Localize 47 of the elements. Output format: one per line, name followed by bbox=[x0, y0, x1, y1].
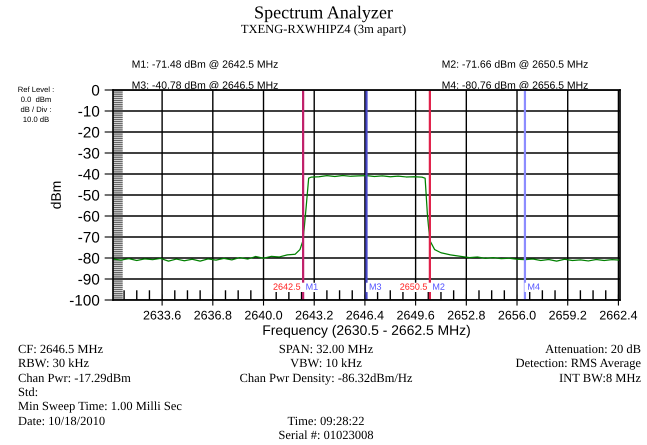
y-tick-label: -90 bbox=[78, 274, 100, 285]
ref-line-label: M3 bbox=[370, 283, 382, 290]
x-tick-label: 2662.4 bbox=[600, 310, 638, 320]
text: Date: 10/18/2010 bbox=[18, 416, 105, 426]
ref-line-label: M2 bbox=[433, 283, 444, 290]
chart-subtitle: TXENG-RXWHIPZ4 (3m apart) bbox=[241, 24, 406, 36]
text: Detection: RMS Average bbox=[516, 358, 641, 370]
text: RBW: 30 kHz bbox=[18, 358, 89, 368]
x-axis-title: Frequency (2630.5 - 2662.5 MHz) bbox=[263, 324, 470, 338]
ref-line-label: M1 bbox=[306, 284, 318, 290]
x-tick-label: 2652.8 bbox=[448, 310, 485, 320]
y-tick-label: -60 bbox=[78, 210, 100, 222]
text: INT BW:8 MHz bbox=[560, 374, 641, 382]
text: Min Sweep Time: 1.00 Milli Sec bbox=[18, 401, 182, 413]
text: Std: bbox=[18, 387, 38, 396]
text: VBW: 10 kHz bbox=[290, 358, 362, 368]
text: M1: -71.48 dBm @ 2642.5 MHz bbox=[132, 60, 278, 70]
text: Attenuation: 20 dB bbox=[545, 344, 640, 354]
x-tick-label: 2633.6 bbox=[144, 310, 181, 320]
x-tick-label: 2659.2 bbox=[549, 310, 586, 320]
x-tick-label: 2646.4 bbox=[346, 310, 384, 320]
x-tick-label: 2640.0 bbox=[245, 310, 282, 320]
y-tick-label: -20 bbox=[78, 126, 100, 138]
y-tick-label: -40 bbox=[78, 168, 100, 180]
x-tick-label: 2656.0 bbox=[498, 310, 536, 320]
y-tick-label: -70 bbox=[78, 232, 100, 243]
text: Serial #: 01023008 bbox=[279, 430, 374, 440]
text: Time: 09:28:22 bbox=[288, 416, 364, 426]
annotation: 2650.5 bbox=[400, 283, 427, 290]
y-tick-label: -30 bbox=[78, 148, 100, 159]
x-tick-label: 2643.2 bbox=[296, 310, 333, 320]
y-axis-title: dBm bbox=[50, 182, 61, 209]
ref-line-label: M4 bbox=[528, 284, 540, 290]
y-tick-label: -10 bbox=[78, 106, 100, 117]
x-tick-label: 2636.8 bbox=[194, 310, 232, 320]
y-tick-label: -100 bbox=[70, 294, 100, 306]
text: SPAN: 32.00 MHz bbox=[280, 344, 373, 354]
x-tick-label: 2649.6 bbox=[397, 310, 434, 320]
annotation: 2642.5 bbox=[273, 283, 300, 290]
y-tick-label: -50 bbox=[78, 190, 100, 201]
text: CF: 2646.5 MHz bbox=[18, 344, 103, 354]
y-tick-label: -80 bbox=[78, 252, 100, 264]
text: M2: -71.66 dBm @ 2650.5 MHz bbox=[442, 60, 588, 70]
text: Chan Pwr Density: -86.32dBm/Hz bbox=[240, 373, 412, 385]
text: Chan Pwr: -17.29dBm bbox=[18, 373, 131, 382]
y-tick-label: 0 bbox=[92, 84, 100, 96]
chart-title: Spectrum Analyzer bbox=[255, 6, 393, 22]
